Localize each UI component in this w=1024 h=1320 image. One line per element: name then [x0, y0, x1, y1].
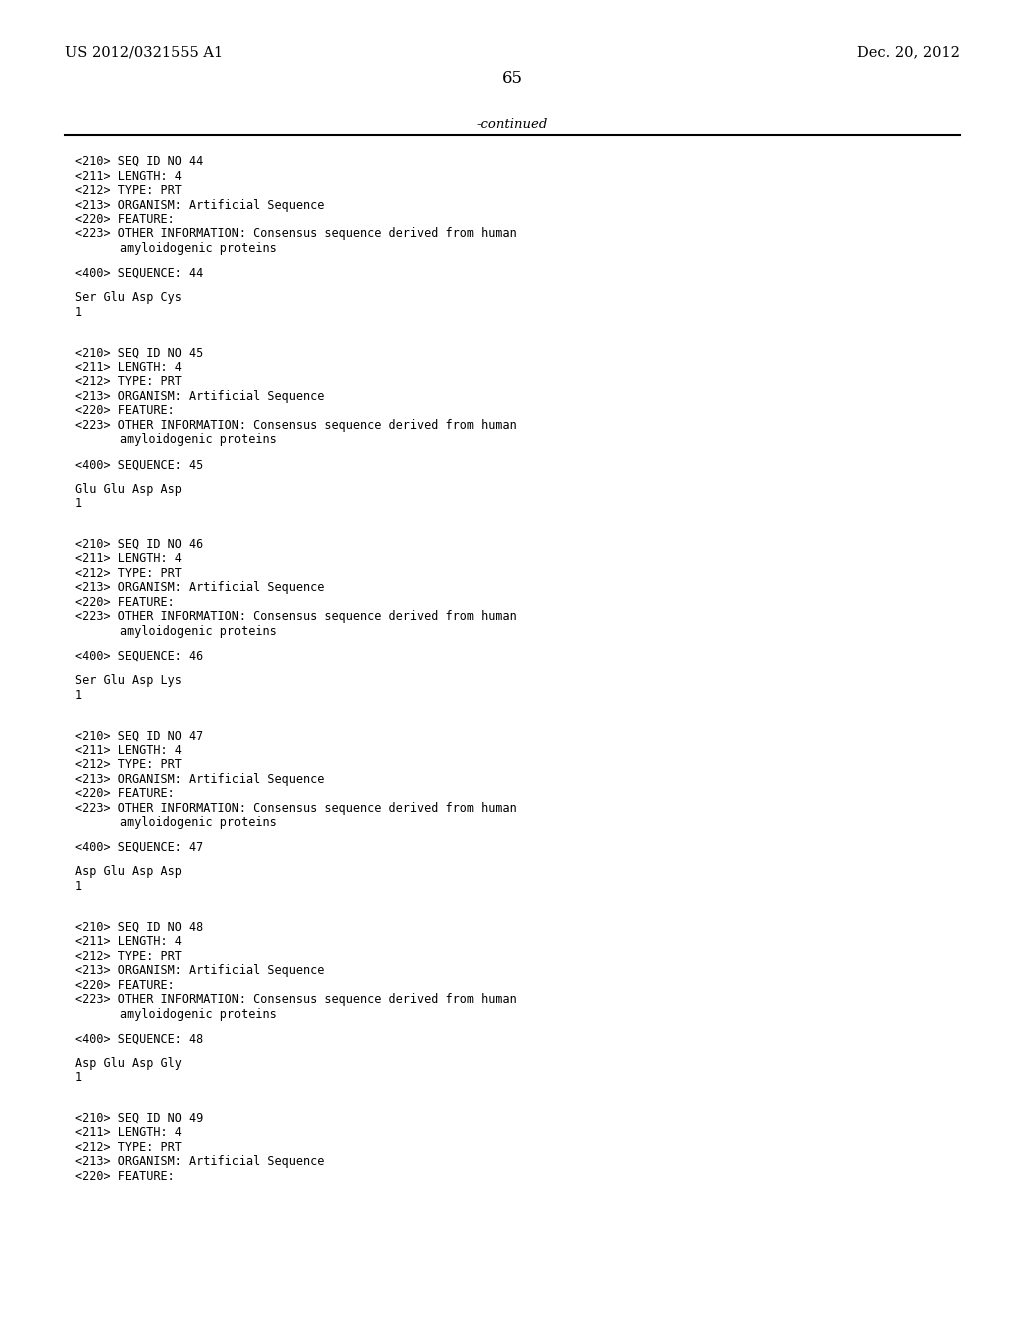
Text: Ser Glu Asp Lys: Ser Glu Asp Lys — [75, 675, 182, 688]
Text: Glu Glu Asp Asp: Glu Glu Asp Asp — [75, 483, 182, 496]
Text: 1: 1 — [75, 689, 82, 702]
Text: <400> SEQUENCE: 46: <400> SEQUENCE: 46 — [75, 649, 203, 663]
Text: amyloidogenic proteins: amyloidogenic proteins — [120, 624, 276, 638]
Text: <210> SEQ ID NO 46: <210> SEQ ID NO 46 — [75, 537, 203, 550]
Text: 1: 1 — [75, 1072, 82, 1085]
Text: -continued: -continued — [476, 117, 548, 131]
Text: <213> ORGANISM: Artificial Sequence: <213> ORGANISM: Artificial Sequence — [75, 198, 325, 211]
Text: <213> ORGANISM: Artificial Sequence: <213> ORGANISM: Artificial Sequence — [75, 964, 325, 977]
Text: amyloidogenic proteins: amyloidogenic proteins — [120, 242, 276, 255]
Text: <210> SEQ ID NO 47: <210> SEQ ID NO 47 — [75, 729, 203, 742]
Text: <211> LENGTH: 4: <211> LENGTH: 4 — [75, 552, 182, 565]
Text: <211> LENGTH: 4: <211> LENGTH: 4 — [75, 1126, 182, 1139]
Text: US 2012/0321555 A1: US 2012/0321555 A1 — [65, 45, 223, 59]
Text: <400> SEQUENCE: 47: <400> SEQUENCE: 47 — [75, 841, 203, 854]
Text: <212> TYPE: PRT: <212> TYPE: PRT — [75, 183, 182, 197]
Text: <210> SEQ ID NO 45: <210> SEQ ID NO 45 — [75, 346, 203, 359]
Text: <220> FEATURE:: <220> FEATURE: — [75, 595, 175, 609]
Text: <211> LENGTH: 4: <211> LENGTH: 4 — [75, 935, 182, 948]
Text: <212> TYPE: PRT: <212> TYPE: PRT — [75, 566, 182, 579]
Text: <212> TYPE: PRT: <212> TYPE: PRT — [75, 949, 182, 962]
Text: <223> OTHER INFORMATION: Consensus sequence derived from human: <223> OTHER INFORMATION: Consensus seque… — [75, 418, 517, 432]
Text: Asp Glu Asp Asp: Asp Glu Asp Asp — [75, 866, 182, 879]
Text: 1: 1 — [75, 306, 82, 319]
Text: <212> TYPE: PRT: <212> TYPE: PRT — [75, 1140, 182, 1154]
Text: <213> ORGANISM: Artificial Sequence: <213> ORGANISM: Artificial Sequence — [75, 1155, 325, 1168]
Text: <211> LENGTH: 4: <211> LENGTH: 4 — [75, 169, 182, 182]
Text: <210> SEQ ID NO 49: <210> SEQ ID NO 49 — [75, 1111, 203, 1125]
Text: <210> SEQ ID NO 48: <210> SEQ ID NO 48 — [75, 920, 203, 933]
Text: <400> SEQUENCE: 44: <400> SEQUENCE: 44 — [75, 267, 203, 280]
Text: <220> FEATURE:: <220> FEATURE: — [75, 1170, 175, 1183]
Text: <400> SEQUENCE: 45: <400> SEQUENCE: 45 — [75, 458, 203, 471]
Text: <211> LENGTH: 4: <211> LENGTH: 4 — [75, 743, 182, 756]
Text: <223> OTHER INFORMATION: Consensus sequence derived from human: <223> OTHER INFORMATION: Consensus seque… — [75, 801, 517, 814]
Text: <400> SEQUENCE: 48: <400> SEQUENCE: 48 — [75, 1032, 203, 1045]
Text: <213> ORGANISM: Artificial Sequence: <213> ORGANISM: Artificial Sequence — [75, 772, 325, 785]
Text: Dec. 20, 2012: Dec. 20, 2012 — [857, 45, 961, 59]
Text: 1: 1 — [75, 880, 82, 894]
Text: <223> OTHER INFORMATION: Consensus sequence derived from human: <223> OTHER INFORMATION: Consensus seque… — [75, 227, 517, 240]
Text: <220> FEATURE:: <220> FEATURE: — [75, 213, 175, 226]
Text: <220> FEATURE:: <220> FEATURE: — [75, 787, 175, 800]
Text: Asp Glu Asp Gly: Asp Glu Asp Gly — [75, 1057, 182, 1071]
Text: <213> ORGANISM: Artificial Sequence: <213> ORGANISM: Artificial Sequence — [75, 389, 325, 403]
Text: 1: 1 — [75, 498, 82, 511]
Text: amyloidogenic proteins: amyloidogenic proteins — [120, 1007, 276, 1020]
Text: Ser Glu Asp Cys: Ser Glu Asp Cys — [75, 292, 182, 305]
Text: <223> OTHER INFORMATION: Consensus sequence derived from human: <223> OTHER INFORMATION: Consensus seque… — [75, 993, 517, 1006]
Text: <212> TYPE: PRT: <212> TYPE: PRT — [75, 375, 182, 388]
Text: <213> ORGANISM: Artificial Sequence: <213> ORGANISM: Artificial Sequence — [75, 581, 325, 594]
Text: 65: 65 — [502, 70, 522, 87]
Text: amyloidogenic proteins: amyloidogenic proteins — [120, 433, 276, 446]
Text: <210> SEQ ID NO 44: <210> SEQ ID NO 44 — [75, 154, 203, 168]
Text: <211> LENGTH: 4: <211> LENGTH: 4 — [75, 360, 182, 374]
Text: <212> TYPE: PRT: <212> TYPE: PRT — [75, 758, 182, 771]
Text: <223> OTHER INFORMATION: Consensus sequence derived from human: <223> OTHER INFORMATION: Consensus seque… — [75, 610, 517, 623]
Text: amyloidogenic proteins: amyloidogenic proteins — [120, 816, 276, 829]
Text: <220> FEATURE:: <220> FEATURE: — [75, 404, 175, 417]
Text: <220> FEATURE:: <220> FEATURE: — [75, 978, 175, 991]
